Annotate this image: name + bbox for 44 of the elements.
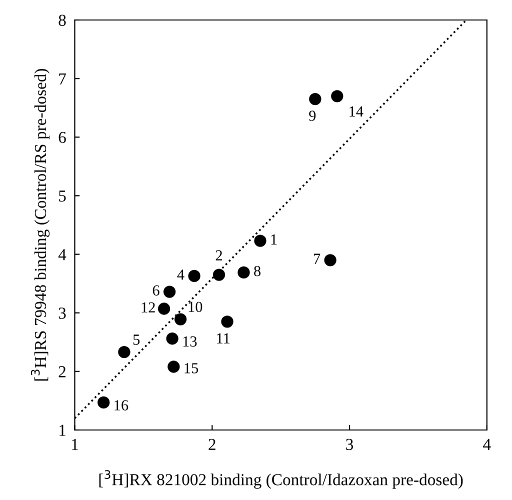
- annotation: 11: [217, 333, 230, 344]
- y-axis-title: [$^{3}$H]RS 79948 binding (Control/RS pre-dosed): [30, 68, 50, 381]
- annotation: 16: [114, 400, 128, 410]
- x-axis-title: [$^{3}$H]RX 821002 binding (Control/Idazoxan pre-dosed): [99, 470, 463, 489]
- point: [118, 346, 130, 358]
- point: [254, 234, 266, 247]
- annotation: 8: [254, 266, 261, 276]
- x-tick-label: 1: [72, 438, 78, 450]
- point: [309, 92, 322, 106]
- y-tick-label: 7: [59, 73, 66, 84]
- y-tick-label: 3: [58, 308, 66, 319]
- annotation: 7: [314, 254, 320, 264]
- point: [174, 313, 187, 326]
- point: [238, 266, 250, 279]
- annotation: 9: [309, 110, 316, 121]
- x-tick-label: 4: [483, 438, 491, 450]
- point: [98, 396, 110, 409]
- y-tick-label: 4: [58, 249, 66, 260]
- annotation: 4: [177, 270, 184, 280]
- x-tick-label: 3: [346, 438, 354, 450]
- annotation: 14: [350, 106, 364, 116]
- annotation: 6: [152, 285, 160, 296]
- annotation: 15: [184, 363, 198, 374]
- y-tick-label: 6: [58, 132, 66, 144]
- point: [168, 360, 180, 373]
- point: [212, 268, 226, 281]
- x-tick-label: 2: [208, 438, 216, 450]
- point: [221, 316, 234, 328]
- point: [158, 302, 170, 315]
- point: [324, 254, 336, 266]
- y-tick-label: 5: [59, 190, 66, 202]
- annotation: 12: [142, 302, 155, 312]
- point: [163, 286, 176, 298]
- point: [188, 270, 200, 282]
- annotation: 10: [188, 302, 202, 312]
- y-tick-label: 8: [58, 14, 66, 26]
- annotation: 1: [271, 234, 277, 244]
- annotation: 13: [183, 336, 197, 347]
- point: [331, 90, 344, 102]
- annotation: 2: [216, 250, 222, 260]
- annotation: 5: [133, 334, 140, 345]
- y-tick-label: 2: [58, 366, 66, 378]
- point: [166, 332, 178, 345]
- y-tick-label: 1: [60, 424, 66, 436]
